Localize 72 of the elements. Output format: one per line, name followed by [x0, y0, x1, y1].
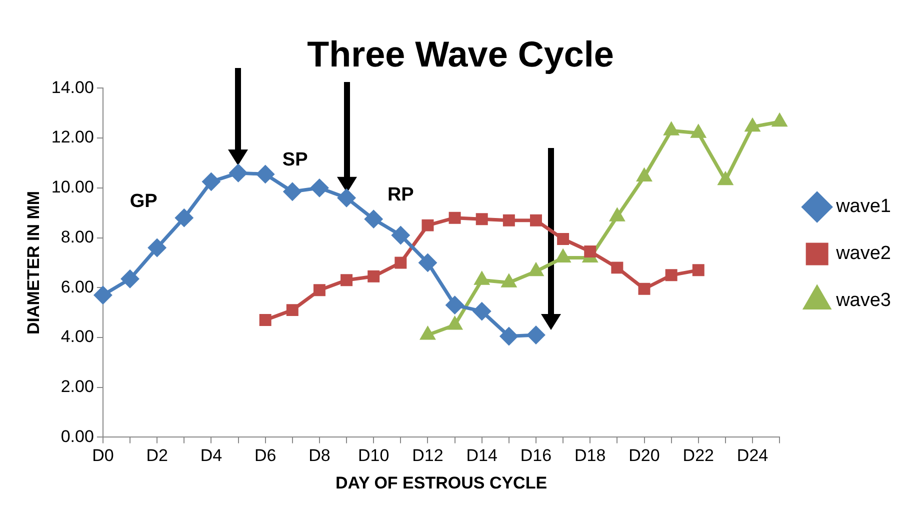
point [148, 238, 166, 256]
x-tick-label: D10 [358, 446, 390, 466]
x-tick-label: D8 [308, 446, 330, 466]
point [446, 296, 464, 314]
x-tick-label: D24 [736, 446, 768, 466]
chart-title: Three Wave Cycle [307, 34, 614, 75]
point [422, 219, 434, 232]
y-tick-label: 14.00 [51, 78, 94, 97]
legend-label: wave3 [835, 290, 891, 312]
point [500, 327, 518, 345]
annotation: RP [387, 184, 414, 206]
point [637, 168, 652, 182]
point [530, 214, 542, 226]
point [310, 179, 328, 197]
x-tick-label: D12 [412, 446, 444, 466]
point [286, 304, 298, 316]
point [313, 284, 326, 296]
point [418, 254, 436, 272]
point [256, 165, 274, 183]
point [772, 114, 787, 127]
point [448, 212, 461, 224]
y-tick-label: 8.00 [60, 227, 94, 246]
x-tick-label: D22 [682, 446, 714, 466]
point [394, 256, 407, 269]
legend-label: wave1 [835, 196, 891, 218]
point [392, 226, 410, 244]
y-tick-label: 12.00 [51, 128, 94, 147]
point [611, 262, 624, 274]
x-tick-label: D16 [520, 446, 552, 466]
point [557, 233, 570, 246]
annotation: SP [282, 150, 308, 171]
annotation: GP [130, 190, 158, 212]
x-tick-label: D2 [146, 446, 168, 466]
point [230, 164, 248, 182]
point [718, 172, 732, 186]
x-tick-label: D20 [628, 446, 660, 466]
y-tick-label: 0.00 [60, 426, 94, 446]
point [746, 119, 760, 132]
point [664, 122, 678, 136]
point [638, 282, 650, 295]
y-tick-label: 6.00 [60, 277, 94, 296]
point [584, 245, 596, 258]
x-tick-label: D4 [200, 446, 222, 466]
point [284, 182, 302, 200]
x-tick-label: D14 [466, 446, 498, 466]
point [529, 264, 543, 276]
point [610, 208, 624, 222]
point [368, 270, 380, 282]
point [692, 264, 704, 276]
point [502, 214, 515, 226]
y-tick-label: 4.00 [60, 327, 94, 346]
point [340, 274, 353, 286]
point [259, 314, 272, 326]
y-axis-title: DIAMETER IN MM [24, 190, 43, 334]
point [476, 213, 488, 226]
point [121, 270, 139, 288]
point [338, 189, 356, 207]
point [175, 209, 193, 227]
point [94, 286, 112, 304]
x-tick-label: D6 [254, 446, 276, 466]
x-tick-label: D18 [574, 446, 606, 466]
legend-label: wave2 [835, 243, 891, 264]
point [202, 172, 220, 190]
x-axis-title: DAY OF ESTROUS CYCLE [335, 473, 548, 492]
point [527, 326, 545, 344]
point [473, 302, 491, 320]
y-tick-label: 10.00 [51, 178, 94, 197]
point [691, 125, 706, 138]
point [665, 269, 678, 282]
y-tick-label: 2.00 [60, 377, 94, 396]
x-tick-label: D0 [92, 446, 114, 466]
point [364, 210, 382, 228]
